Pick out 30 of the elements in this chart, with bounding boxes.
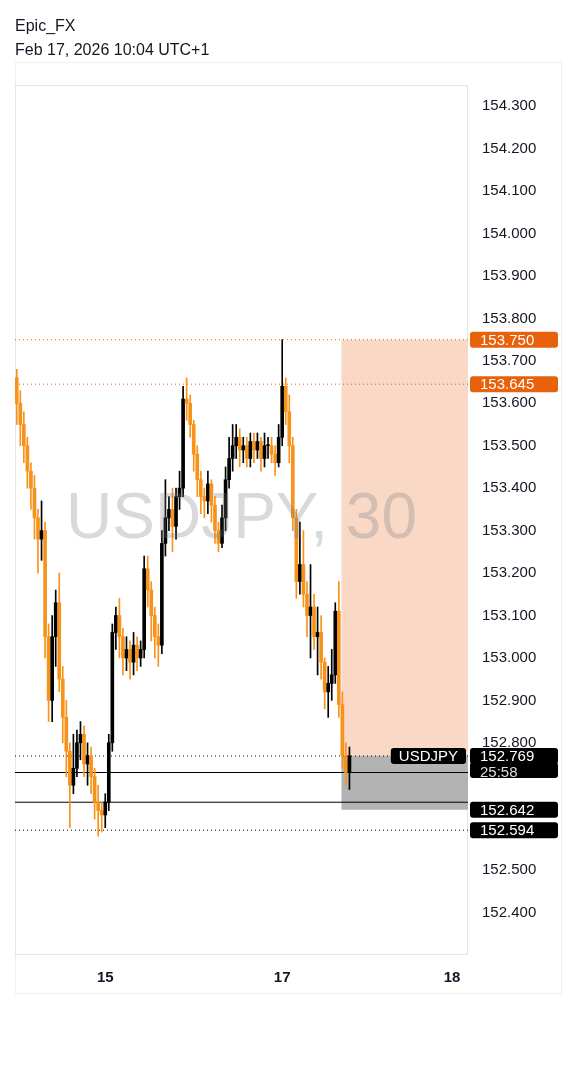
y-tick-label: 153.300 xyxy=(482,520,537,538)
y-tick-label: 153.800 xyxy=(482,308,537,326)
y-tick-label: 153.100 xyxy=(482,605,537,623)
y-tick-label: 153.900 xyxy=(482,266,537,284)
band-label: 152.642 xyxy=(480,801,535,818)
chart-title: Epic_FX xyxy=(15,16,77,36)
y-tick-label: 153.700 xyxy=(482,350,537,368)
chart-subtitle: Feb 17, 2026 10:04 UTC+1 xyxy=(15,40,210,60)
ref-line-label: 153.645 xyxy=(480,375,535,393)
y-tick-label: 153.000 xyxy=(482,648,537,666)
y-tick-label: 153.400 xyxy=(482,478,537,496)
ref-line-label: 153.750 xyxy=(480,330,535,348)
annotation: USDJPY xyxy=(398,747,459,765)
y-tick-label: 154.300 xyxy=(482,96,537,114)
ref-line-label: 152.594 xyxy=(480,821,535,839)
y-tick-label: 153.200 xyxy=(482,563,537,581)
y-tick-label: 154.100 xyxy=(482,181,537,199)
x-tick-label: 18 xyxy=(443,968,461,986)
y-tick-label: 153.500 xyxy=(482,435,537,453)
y-tick-label: 153.600 xyxy=(482,393,537,411)
x-tick-label: 15 xyxy=(96,968,114,986)
y-tick-label: 152.400 xyxy=(482,902,537,920)
text: 25:58 xyxy=(480,763,518,781)
ref-line-label: 152.769 xyxy=(480,747,535,765)
x-tick-label: 17 xyxy=(273,968,291,986)
y-tick-label: 152.500 xyxy=(482,860,537,878)
y-tick-label: 154.000 xyxy=(482,223,537,241)
y-tick-label: 154.200 xyxy=(482,138,537,156)
y-tick-label: 152.900 xyxy=(482,690,537,708)
y-tick-label: 152.800 xyxy=(482,732,537,750)
